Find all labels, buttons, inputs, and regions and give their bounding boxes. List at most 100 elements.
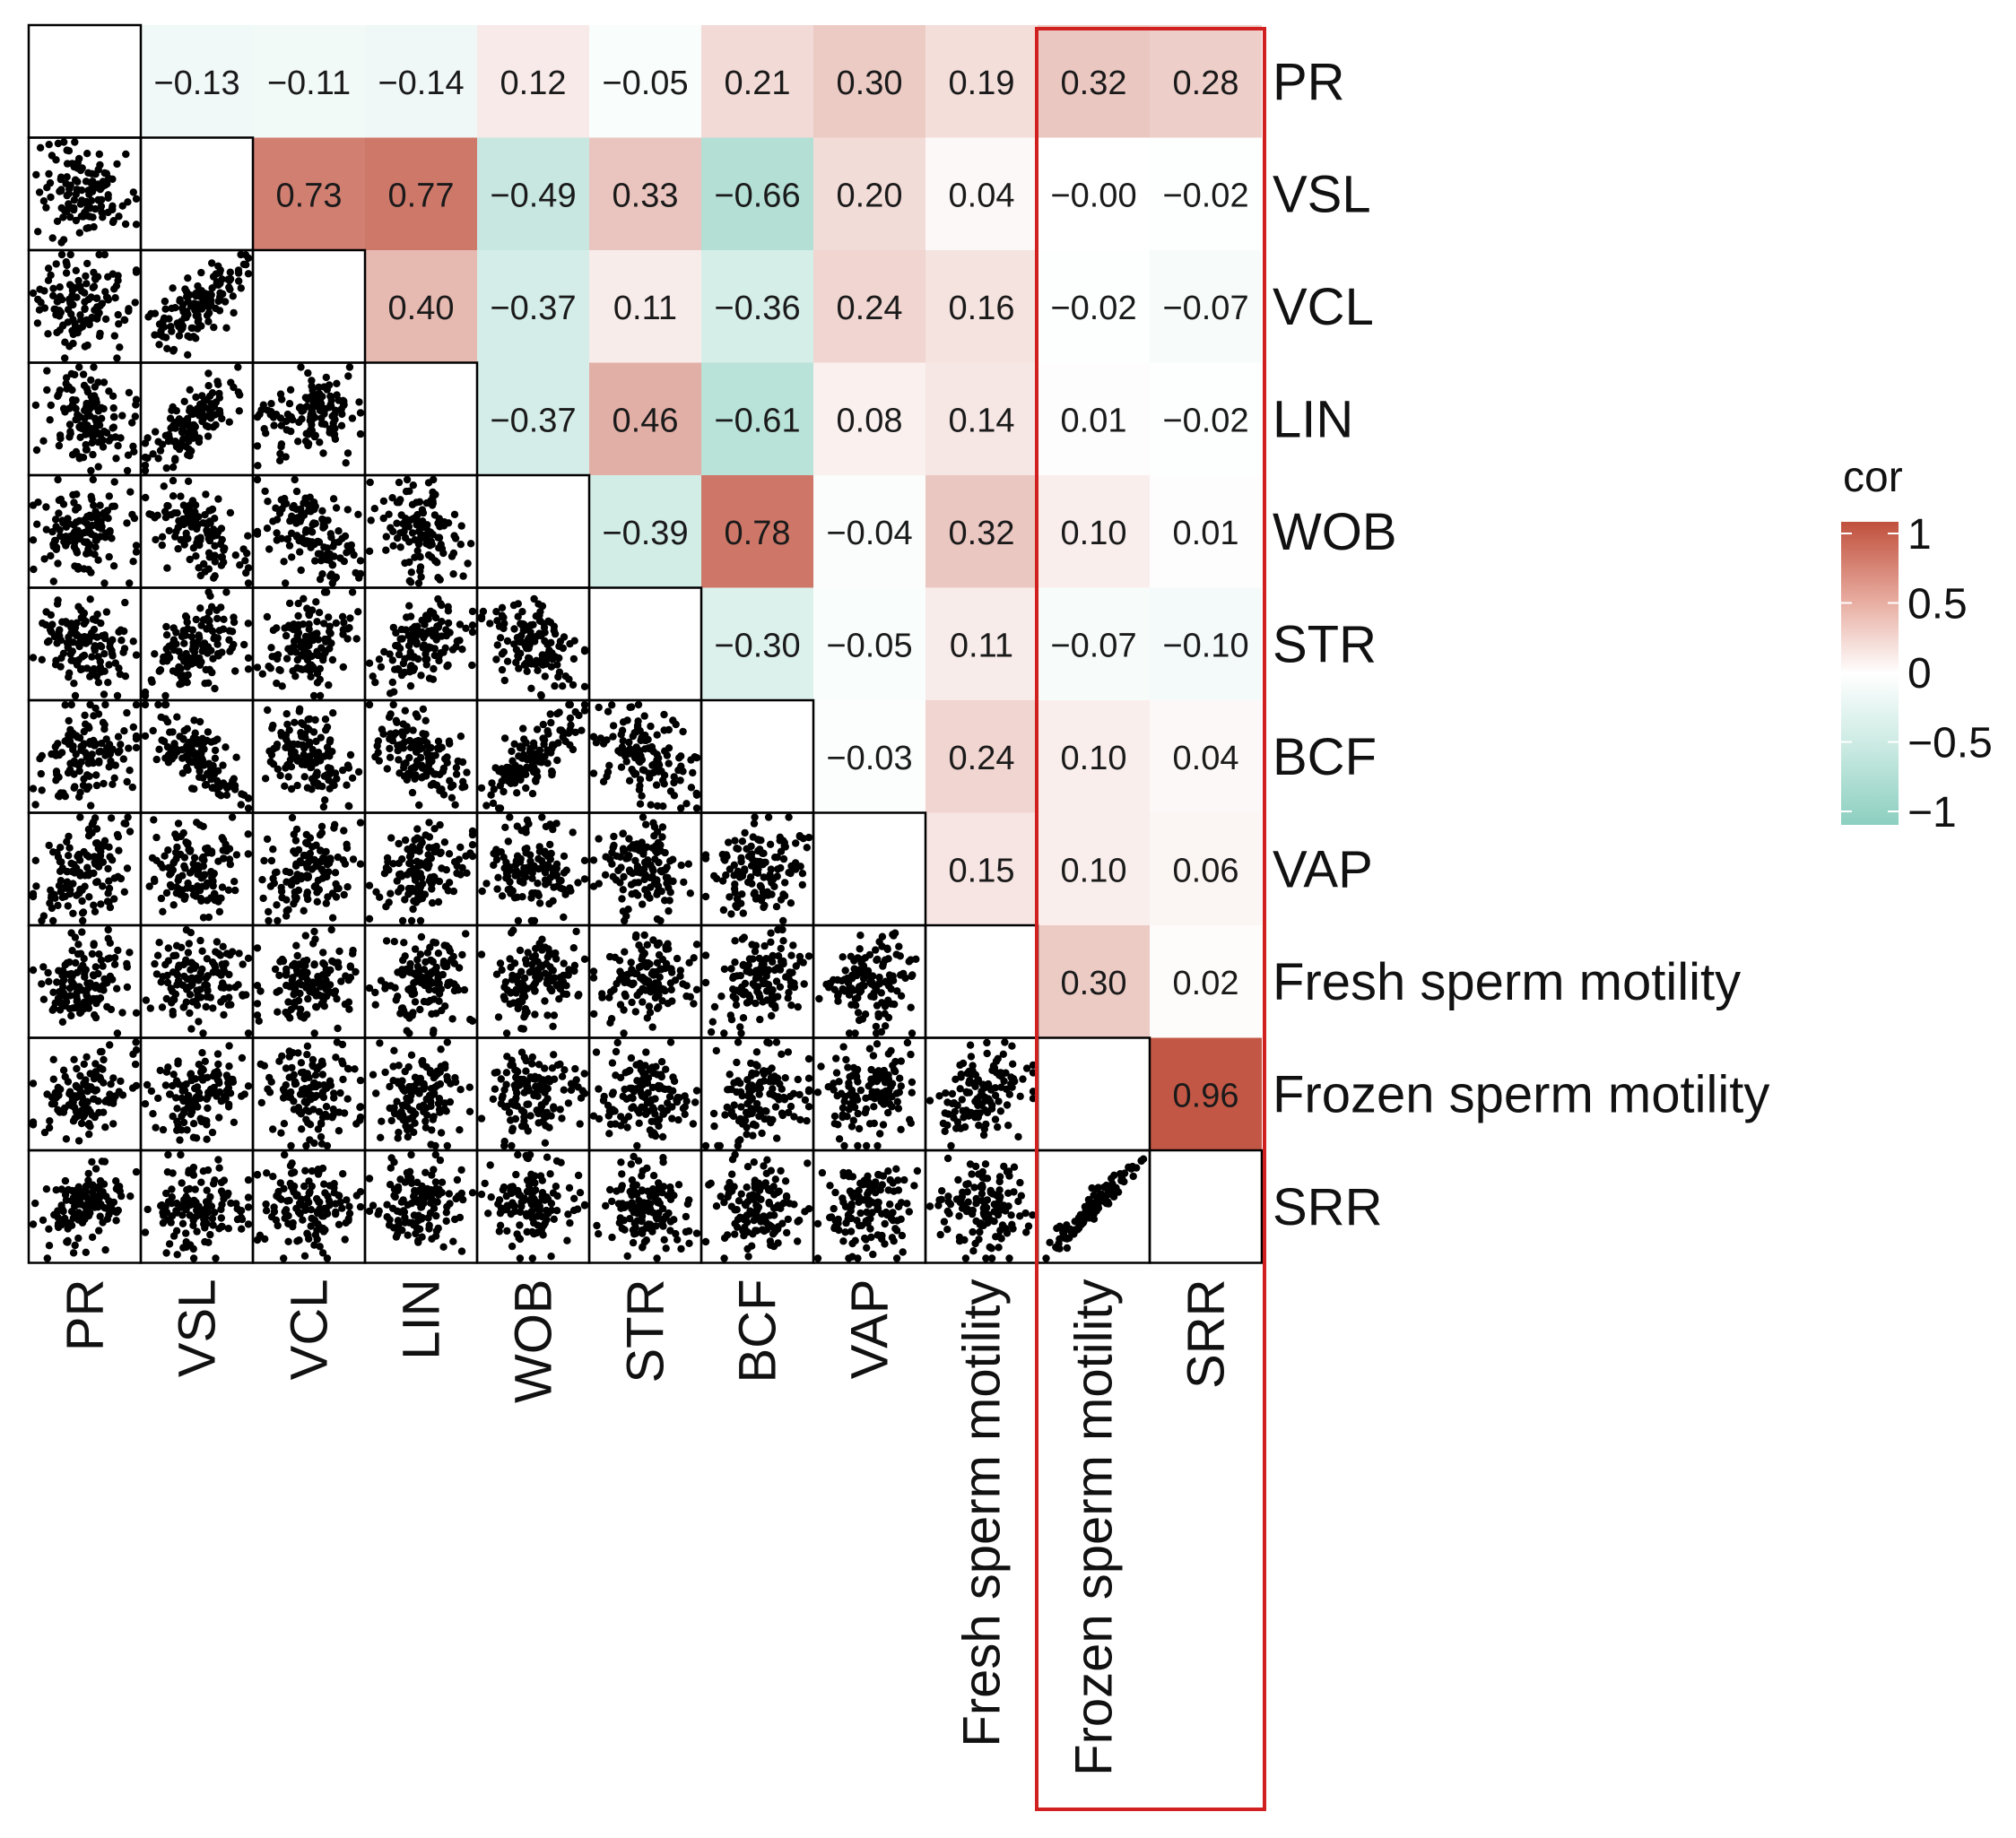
scatter-point bbox=[333, 391, 341, 399]
scatter-point bbox=[789, 941, 797, 949]
scatter-point bbox=[169, 492, 178, 500]
scatter-point bbox=[219, 942, 227, 951]
scatter-point bbox=[283, 535, 292, 543]
scatter-point bbox=[648, 844, 656, 852]
scatter-point bbox=[365, 915, 374, 923]
scatter-point bbox=[114, 946, 122, 955]
scatter-point bbox=[500, 648, 508, 656]
scatter-point bbox=[356, 557, 365, 565]
scatter-point bbox=[496, 634, 505, 642]
scatter-point bbox=[121, 220, 130, 229]
scatter-point bbox=[308, 377, 316, 385]
scatter-point bbox=[101, 634, 109, 643]
scatter-point bbox=[169, 463, 178, 472]
corr-value-label: 0.12 bbox=[500, 65, 567, 102]
scatter-point bbox=[114, 833, 123, 841]
corr-tile bbox=[925, 250, 1038, 363]
scatter-point bbox=[204, 985, 212, 994]
scatter-point bbox=[521, 1009, 529, 1018]
scatter-point bbox=[757, 883, 765, 891]
scatter-point bbox=[531, 658, 539, 667]
scatter-point bbox=[211, 542, 219, 550]
scatter-point bbox=[525, 819, 533, 828]
scatter-point bbox=[196, 773, 204, 781]
scatter-point bbox=[423, 863, 432, 872]
scatter-point bbox=[387, 889, 395, 897]
scatter-point bbox=[851, 994, 860, 1003]
scatter-point bbox=[439, 522, 448, 530]
scatter-point bbox=[122, 819, 130, 828]
scatter-point bbox=[680, 878, 688, 887]
scatter-point bbox=[95, 250, 103, 259]
scatter-point bbox=[90, 1095, 99, 1104]
scatter-point bbox=[301, 494, 309, 502]
scatter-point bbox=[424, 551, 433, 559]
scatter-point bbox=[405, 577, 413, 585]
scatter-point bbox=[560, 913, 568, 922]
scatter-point bbox=[86, 549, 94, 557]
scatter-point bbox=[201, 403, 209, 412]
scatter-point bbox=[503, 657, 512, 665]
scatter-point bbox=[328, 889, 337, 897]
scatter-point bbox=[83, 150, 91, 158]
scatter-panel bbox=[477, 926, 589, 1037]
scatter-point bbox=[399, 720, 407, 728]
scatter-point bbox=[52, 751, 60, 759]
scatter-point bbox=[298, 415, 306, 423]
scatter-point bbox=[856, 945, 864, 953]
scatter-point bbox=[456, 541, 465, 549]
scatter-point bbox=[454, 757, 462, 766]
corr-value-label: 0.33 bbox=[613, 177, 679, 214]
scatter-point bbox=[554, 672, 562, 681]
scatter-point bbox=[297, 505, 305, 513]
scatter-point bbox=[346, 974, 355, 982]
scatter-point bbox=[169, 476, 178, 485]
scatter-point bbox=[162, 464, 170, 473]
scatter-point bbox=[204, 382, 213, 390]
scatter-point bbox=[516, 946, 525, 955]
scatter-point bbox=[98, 739, 106, 748]
scatter-point bbox=[276, 414, 285, 422]
scatter-point bbox=[349, 949, 357, 958]
scatter-point bbox=[375, 655, 384, 663]
scatter-point bbox=[234, 388, 242, 396]
scatter-point bbox=[304, 895, 312, 904]
corr-value-label: 0.46 bbox=[613, 402, 679, 439]
scatter-point bbox=[33, 520, 41, 528]
corr-value-label: 0.96 bbox=[1173, 1077, 1239, 1114]
scatter-point bbox=[328, 560, 337, 569]
scatter-point bbox=[739, 909, 747, 917]
scatter-point bbox=[416, 859, 425, 867]
scatter-point bbox=[514, 612, 522, 620]
corr-tile bbox=[1150, 812, 1262, 925]
scatter-point bbox=[178, 943, 186, 952]
scatter-point bbox=[94, 438, 102, 446]
scatter-point bbox=[798, 880, 806, 889]
scatter-point bbox=[55, 773, 63, 781]
scatter-point bbox=[293, 514, 301, 522]
scatter-point bbox=[343, 635, 352, 643]
scatter-point bbox=[437, 541, 445, 549]
scatter-point bbox=[186, 869, 195, 877]
scatter-point bbox=[670, 778, 678, 787]
scatter-point bbox=[331, 435, 340, 443]
scatter-point bbox=[168, 327, 176, 335]
scatter-point bbox=[559, 682, 567, 690]
scatter-point bbox=[232, 851, 241, 859]
scatter-point bbox=[343, 840, 351, 848]
scatter-point bbox=[167, 984, 175, 993]
scatter-point bbox=[277, 729, 285, 737]
scatter-point bbox=[411, 998, 420, 1006]
scatter-point bbox=[314, 550, 323, 558]
scatter-point bbox=[676, 967, 684, 975]
scatter-point bbox=[54, 475, 62, 484]
scatter-point bbox=[65, 383, 74, 391]
scatter-point bbox=[651, 855, 659, 863]
scatter-point bbox=[625, 866, 634, 874]
scatter-point bbox=[773, 854, 782, 862]
scatter-point bbox=[436, 820, 444, 829]
scatter-point bbox=[55, 441, 64, 450]
scatter-point bbox=[106, 750, 115, 759]
scatter-point bbox=[47, 551, 55, 560]
corr-tile bbox=[1038, 362, 1150, 475]
